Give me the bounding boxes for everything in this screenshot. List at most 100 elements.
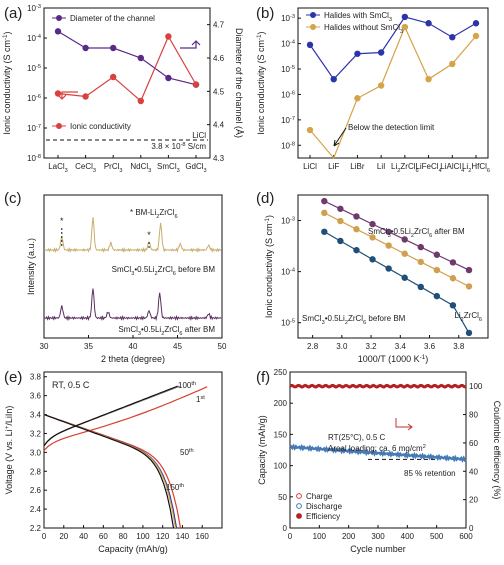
y-tick-label: 10-5 <box>281 319 295 328</box>
panel-f: (f)0 100 200 300 400 500 600050100150200250020… <box>256 368 502 554</box>
y-axis-label: Ionic conductivity (S cm-1) <box>2 31 13 134</box>
y-axis-label: Capacity (mAh/g) <box>257 415 267 485</box>
y-tick-label: 250 <box>274 368 288 377</box>
point-1 <box>369 234 376 241</box>
y-tick-label: 10-5 <box>281 65 295 74</box>
point-0 <box>369 220 376 228</box>
legend-marker-diameter <box>56 15 62 21</box>
y-tick-label: 10-7 <box>281 116 295 125</box>
x-tick-label: PrCl3 <box>104 162 123 174</box>
panel-b: (b) 10-8 10-7 10-6 10-5 10-4 10-3 LiCl LiF LiBr Li… <box>256 5 491 174</box>
legend-label: Halides without SmCl3 <box>324 23 403 35</box>
y-tick-label: 3.8 <box>30 373 42 382</box>
annotation-condition: RT(25°C), 0.5 C <box>328 433 386 442</box>
point-2 <box>337 237 344 245</box>
x-tick-label: CeCl3 <box>75 162 96 174</box>
y-tick-label: 3.6 <box>30 392 42 401</box>
x-tick-label: NdCl3 <box>130 162 151 174</box>
point-1 <box>472 32 480 40</box>
x-tick-label: 400 <box>401 532 415 541</box>
legend-label-1: Discharge <box>306 502 343 511</box>
x-tick-label: LaCl3 <box>48 162 68 174</box>
legend-marker <box>310 24 316 30</box>
point-2 <box>433 292 441 300</box>
point-conductivity <box>110 73 117 81</box>
y2-tick-label: 100 <box>469 382 483 391</box>
fit-line-1 <box>324 212 470 287</box>
series-label-0: SmCl3•0.5Li2ZrCl6 after BM <box>368 227 465 239</box>
x-axis-label: 1000/T (1000 K-1) <box>358 354 429 365</box>
x-tick-label: SmCl3 <box>157 162 180 174</box>
cycle-label-0: 1st <box>196 395 205 404</box>
x-tick-label: 300 <box>371 532 385 541</box>
point-1 <box>385 242 392 249</box>
pattern-0 <box>43 217 222 254</box>
legend-label-2: Efficiency <box>306 512 340 521</box>
y-tick-label: 10-4 <box>27 34 41 43</box>
point-conductivity <box>192 81 200 88</box>
x-tick-label: Li2HfCl6 <box>462 162 490 174</box>
series-line-conductivity <box>57 35 197 102</box>
point-conductivity <box>54 90 62 97</box>
point-0 <box>417 243 424 251</box>
x-tick-label: 2.8 <box>307 342 319 351</box>
legend-label-0: Charge <box>306 492 333 501</box>
x-tick-label: LiAlCl4 <box>440 162 464 174</box>
point-1 <box>449 60 456 68</box>
point-2 <box>369 256 376 263</box>
x-tick-label: 140 <box>176 532 190 541</box>
charge-curve-2 <box>43 385 179 447</box>
point-1 <box>449 275 457 282</box>
point-0 <box>425 20 432 27</box>
x-tick-label: 45 <box>173 342 182 351</box>
point-1 <box>433 266 441 274</box>
y-tick-label: 200 <box>274 399 288 408</box>
x-tick-label: 200 <box>342 532 356 541</box>
point-0 <box>449 259 457 266</box>
y-tick-label: 3.0 <box>30 448 42 457</box>
arrow-right-axis <box>180 40 201 49</box>
x-axis-label: Cycle number <box>350 544 406 554</box>
series-line-diameter <box>57 30 197 86</box>
discharge-curve-3 <box>43 413 175 529</box>
y2-tick-label: 4.5 <box>213 87 225 96</box>
x-tick-label: 3.6 <box>424 342 436 351</box>
y-tick-label: 10-6 <box>27 94 41 103</box>
plot-frame <box>297 7 489 159</box>
panel-label: (c) <box>4 190 22 207</box>
point-conductivity <box>137 97 144 105</box>
point-0 <box>330 75 337 83</box>
point-0 <box>449 34 456 41</box>
y2-tick-label: 4.4 <box>213 121 225 130</box>
charge-curve-3 <box>43 385 178 447</box>
point-1 <box>377 82 385 89</box>
y-tick-label: 2.2 <box>30 524 42 533</box>
plot-frame <box>43 7 211 159</box>
y-tick-label: 10-3 <box>281 217 295 226</box>
annotation-loading: Areal loading: ca. 6 mg/cm2 <box>328 444 426 453</box>
peak-marker: * <box>147 230 151 240</box>
x-tick-label: 0 <box>42 532 47 541</box>
peak-marker: * <box>60 216 64 226</box>
y-tick-label: 3.2 <box>30 429 42 438</box>
y2-axis-label: Coulombic efficiency (%) <box>492 401 502 500</box>
point-conductivity <box>165 33 172 40</box>
point-2 <box>321 228 328 235</box>
y2-tick-label: 4.7 <box>213 21 225 30</box>
charge-series <box>289 445 467 461</box>
x-tick-label: 35 <box>84 342 93 351</box>
point-0 <box>472 20 480 27</box>
x-tick-label: 160 <box>196 532 210 541</box>
y2-tick-label: 60 <box>469 439 478 448</box>
cycle-label-1: 50th <box>180 448 194 457</box>
x-tick-label: GdCl3 <box>185 162 206 174</box>
y-axis-label: Voltage (V vs. Li+/LiIn) <box>4 406 15 495</box>
pattern-1 <box>43 288 222 322</box>
y2-tick-label: 40 <box>469 467 478 476</box>
point-1 <box>337 217 344 225</box>
legend-label: Halides with SmCl3 <box>324 11 392 23</box>
x-tick-label: 60 <box>99 532 108 541</box>
annotation-retention: 85 % retention <box>404 469 456 478</box>
point-1 <box>417 258 424 266</box>
